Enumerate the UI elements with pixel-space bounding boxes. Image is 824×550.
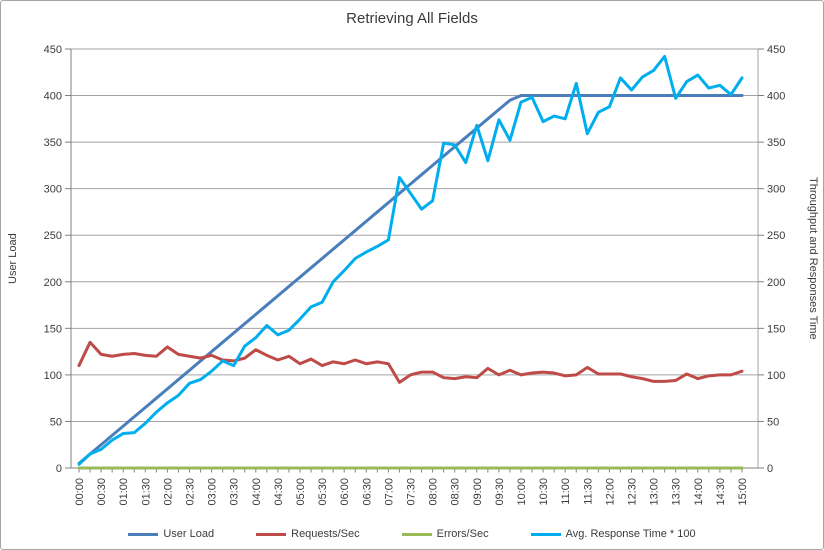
y-tick-label-left: 450	[44, 44, 62, 56]
y-tick-label-left: 300	[44, 184, 62, 196]
y-tick-label-left: 0	[56, 463, 62, 475]
legend-swatch-errors-sec	[401, 532, 432, 536]
x-tick-label: 04:30	[273, 478, 285, 506]
x-tick-label: 05:00	[295, 478, 307, 506]
x-tick-label: 09:00	[472, 478, 484, 506]
legend-label-user-load: User Load	[163, 528, 215, 540]
legend-swatch-requests-sec	[256, 532, 287, 536]
x-tick-label: 07:30	[406, 478, 418, 506]
x-tick-label: 15:00	[737, 478, 749, 506]
y-tick-label-right: 100	[767, 370, 785, 382]
y-tick-label-left: 250	[44, 230, 62, 242]
x-tick-label: 10:00	[516, 478, 528, 506]
y-tick-label-right: 450	[767, 44, 785, 56]
chart-title: Retrieving All Fields	[346, 10, 478, 27]
x-tick-label: 07:00	[383, 478, 395, 506]
x-tick-label: 03:00	[207, 478, 219, 506]
x-tick-label: 01:00	[118, 478, 130, 506]
series-line-user-load	[77, 94, 744, 465]
y-tick-label-right: 400	[767, 91, 785, 103]
x-tick-label: 08:00	[428, 478, 440, 506]
legend-label-avg-response-time-100: Avg. Response Time * 100	[565, 528, 696, 540]
x-tick-label: 03:30	[229, 478, 241, 506]
y-tick-label-left: 100	[44, 370, 62, 382]
x-tick-label: 06:30	[361, 478, 373, 506]
legend-item-user-load: User Load	[128, 528, 214, 540]
x-tick-label: 12:00	[604, 478, 616, 506]
x-tick-label: 00:00	[74, 478, 86, 506]
y-tick-label-right: 300	[767, 184, 785, 196]
legend-item-errors-sec: Errors/Sec	[401, 528, 489, 540]
x-tick-label: 14:00	[693, 478, 705, 506]
y-tick-label-left: 350	[44, 137, 62, 149]
x-tick-label: 11:30	[582, 478, 594, 505]
legend-swatch-avg-response-time-100	[530, 532, 561, 536]
x-tick-label: 04:00	[251, 478, 263, 506]
series-line-requests-sec	[77, 340, 744, 384]
y-tick-label-right: 200	[767, 277, 785, 289]
y-tick-label-right: 0	[767, 463, 773, 475]
series-line-avg-response-time-100	[77, 54, 744, 466]
legend: User Load Requests/Sec Errors/Sec Avg. Resp…	[1, 528, 823, 540]
y-tick-label-left: 400	[44, 91, 62, 103]
x-tick-label: 13:00	[649, 478, 661, 506]
y-tick-label-left: 50	[50, 416, 62, 428]
x-tick-label: 05:30	[317, 478, 329, 506]
y-tick-label-left: 150	[44, 323, 62, 335]
x-tick-label: 00:30	[96, 478, 108, 506]
y-tick-label-right: 50	[767, 416, 779, 428]
x-tick-label: 14:30	[715, 478, 727, 506]
x-tick-label: 08:30	[450, 478, 462, 506]
x-tick-label: 02:00	[162, 478, 174, 506]
legend-item-requests-sec: Requests/Sec	[256, 528, 360, 540]
y-tick-label-left: 200	[44, 277, 62, 289]
legend-label-errors-sec: Errors/Sec	[436, 528, 489, 540]
right-axis-title: Throughput and Responses Time	[807, 177, 819, 340]
y-tick-label-right: 150	[767, 323, 785, 335]
legend-label-requests-sec: Requests/Sec	[291, 528, 360, 540]
x-tick-label: 13:30	[671, 478, 683, 506]
x-tick-label: 01:30	[140, 478, 152, 506]
x-tick-label: 02:30	[185, 478, 197, 506]
y-tick-label-right: 250	[767, 230, 785, 242]
legend-item-avg-response-time-100: Avg. Response Time * 100	[530, 528, 696, 540]
x-tick-label: 06:00	[339, 478, 351, 506]
x-tick-label: 12:30	[627, 478, 639, 506]
y-tick-label-right: 350	[767, 137, 785, 149]
legend-swatch-user-load	[128, 532, 159, 536]
x-tick-label: 10:30	[538, 478, 550, 506]
x-tick-label: 09:30	[494, 478, 506, 506]
x-tick-label: 11:00	[560, 478, 572, 505]
